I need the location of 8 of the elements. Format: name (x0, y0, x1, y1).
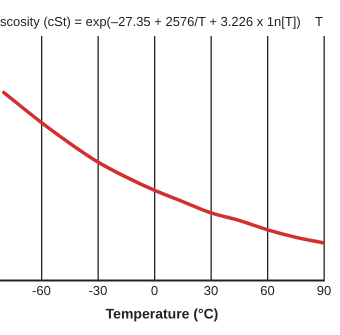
x-tick-label: 60 (260, 282, 275, 298)
x-tick-label: -60 (32, 282, 51, 298)
x-tick-label: 90 (316, 282, 332, 298)
x-axis-title: Temperature (°C) (106, 305, 218, 322)
x-tick-label: -30 (88, 282, 108, 298)
x-tick-label: 0 (150, 282, 158, 298)
x-tick-label: 30 (204, 282, 218, 298)
chart-title: scosity (cSt) = exp(–27.35 + 2576/T + 3.226 x 1n[T]) T (0, 14, 323, 29)
